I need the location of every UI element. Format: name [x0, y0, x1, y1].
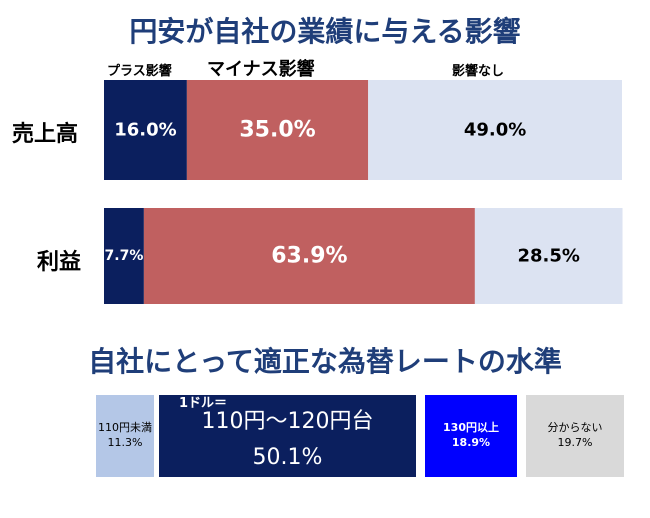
bar-label-1-0: 7.7%	[105, 248, 144, 264]
bar-segment-1-2	[474, 208, 623, 304]
bar-segment-1-0	[104, 208, 144, 304]
bar-label-1-2: 28.5%	[517, 246, 579, 267]
rate-box-under-110: 110円未満 11.3%	[96, 395, 154, 477]
bar-label-0-0: 16.0%	[114, 120, 176, 141]
legend-none: 影響なし	[452, 64, 505, 79]
bar-segment-0-2	[368, 80, 622, 180]
bar-segment-0-1	[186, 80, 369, 180]
bar-label-0-1: 35.0%	[239, 118, 315, 143]
rate-label-under-110: 110円未満	[98, 421, 152, 435]
row-label-sales: 売上高	[12, 122, 79, 147]
row-label-profit: 利益	[37, 250, 82, 275]
rate-prefix-label: 1ドル＝	[179, 396, 228, 411]
rate-value-unknown: 19.7%	[557, 436, 593, 449]
rate-box-unknown: 分からない 19.7%	[526, 395, 624, 477]
bar-segment-1-1	[143, 208, 475, 304]
rate-label-110-120: 110円～120円台	[201, 409, 374, 435]
stacked-bar-chart: 16.0% 35.0% 49.0% 7.7% 63.9% 28.5%	[104, 80, 623, 304]
rate-value-over-130: 18.9%	[451, 436, 491, 449]
bar-label-0-2: 49.0%	[464, 120, 526, 141]
rate-title: 自社にとって適正な為替レートの水準	[88, 345, 562, 378]
chart-title: 円安が自社の業績に与える影響	[129, 15, 521, 48]
legend-plus: プラス影響	[107, 64, 172, 79]
bar-segment-0-0	[104, 80, 187, 180]
rate-box-110-120: 1ドル＝ 110円～120円台 50.1%	[159, 395, 416, 477]
rate-value-110-120: 50.1%	[252, 445, 323, 470]
rate-label-unknown: 分からない	[547, 421, 603, 435]
bar-label-1-1: 63.9%	[271, 244, 347, 269]
rate-box-over-130: 130円以上 18.9%	[425, 395, 517, 477]
legend-minus: マイナス影響	[207, 59, 315, 80]
rate-label-over-130: 130円以上	[443, 421, 499, 435]
rate-value-under-110: 11.3%	[107, 436, 143, 449]
